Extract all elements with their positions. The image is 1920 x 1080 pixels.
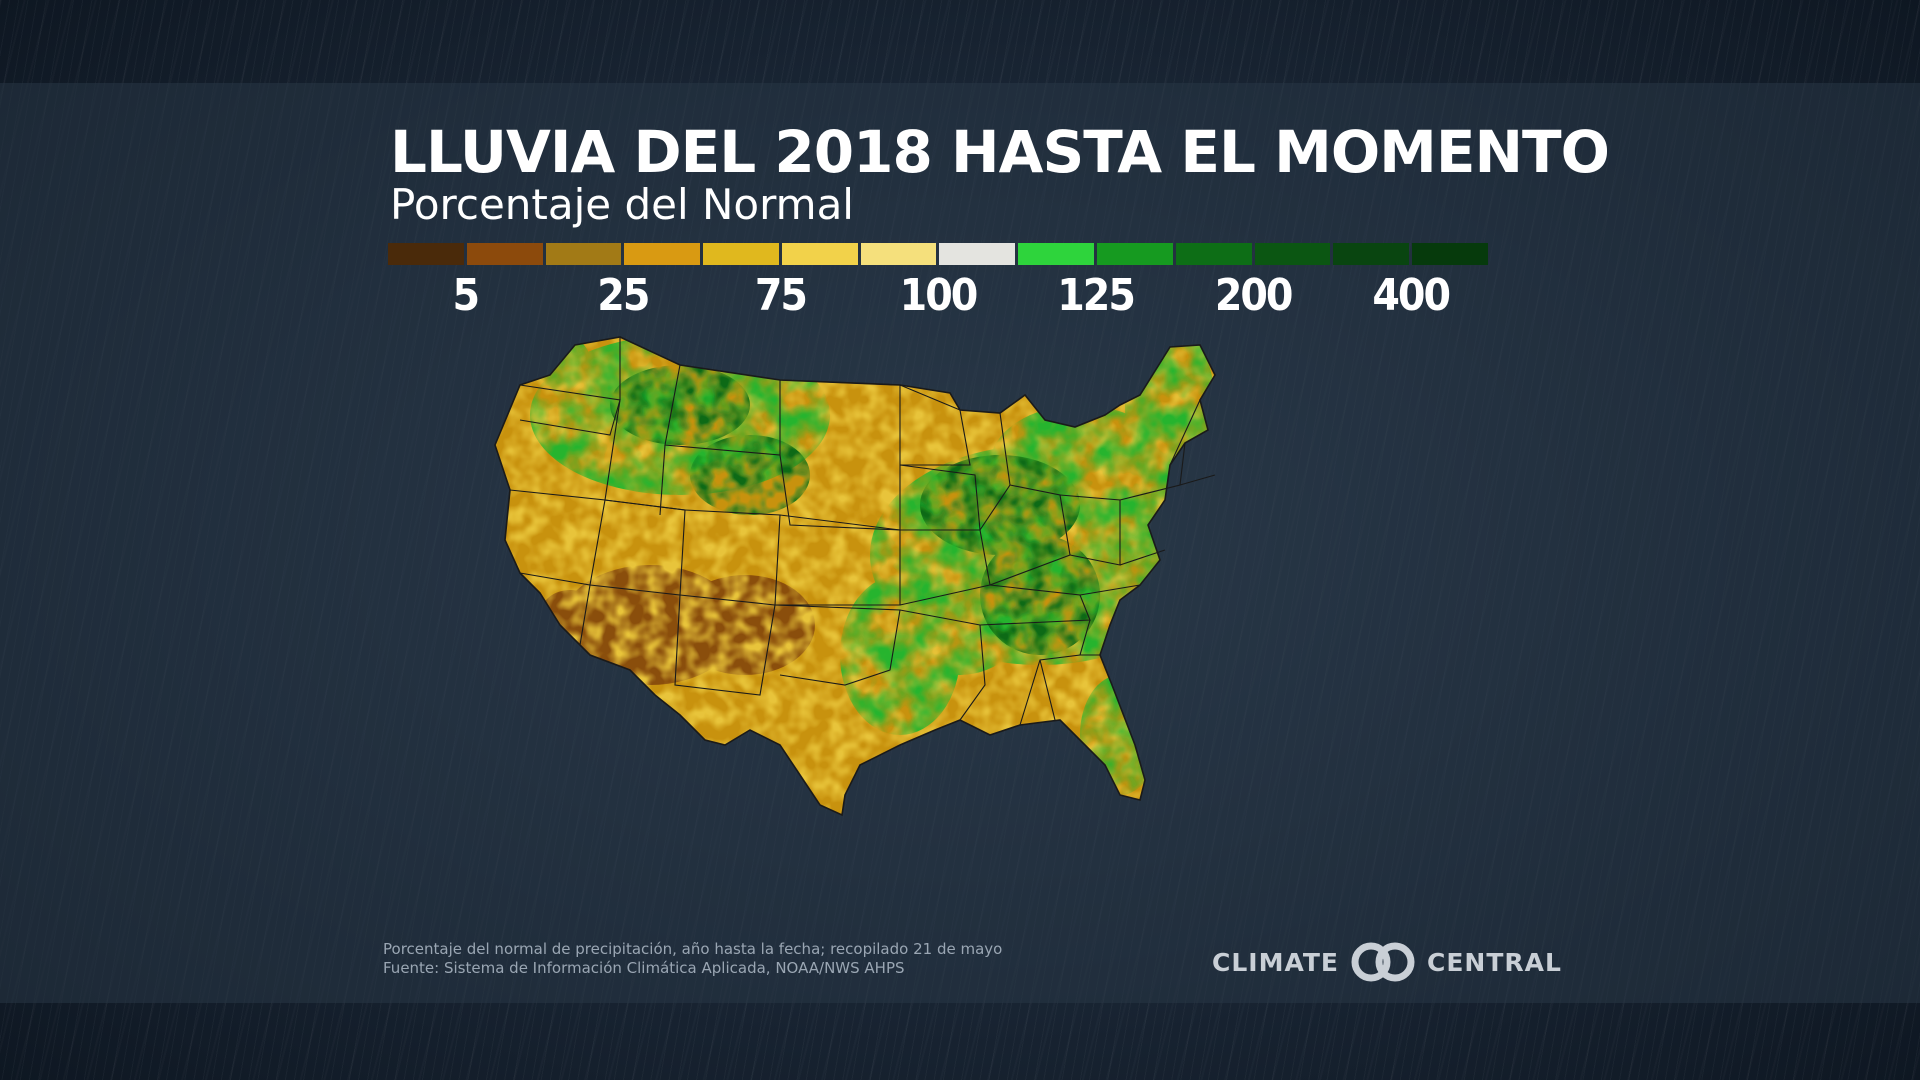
climate-central-logo: CLIMATE CENTRAL xyxy=(1212,942,1562,982)
logo-text-left: CLIMATE xyxy=(1212,947,1339,977)
map-subtitle: Porcentaje del Normal xyxy=(390,180,854,229)
logo-rings-icon xyxy=(1351,942,1415,982)
legend-swatch xyxy=(466,243,543,265)
legend-swatch xyxy=(388,243,464,265)
us-precipitation-map xyxy=(494,336,1216,817)
legend-swatch xyxy=(624,243,701,265)
legend-swatch xyxy=(1254,243,1331,265)
legend-swatch xyxy=(1412,243,1488,265)
legend-tick-label: 25 xyxy=(597,270,650,321)
legend-tick-label: 400 xyxy=(1372,270,1451,321)
footnote: Porcentaje del normal de precipitación, … xyxy=(383,940,1002,978)
legend-tick-labels: 5 25 75 100 125 200 400 xyxy=(388,270,1488,326)
legend-swatch xyxy=(1333,243,1410,265)
legend-swatch xyxy=(703,243,779,265)
map-title: LLUVIA DEL 2018 HASTA EL MOMENTO xyxy=(390,118,1610,186)
legend-swatch xyxy=(781,243,858,265)
legend-tick-label: 125 xyxy=(1057,270,1136,321)
footnote-description: Porcentaje del normal de precipitación, … xyxy=(383,940,1003,958)
legend-swatch xyxy=(545,243,622,265)
us-outline xyxy=(494,336,1216,817)
legend-swatch xyxy=(1175,243,1252,265)
legend-swatch xyxy=(860,243,937,265)
legend-swatch xyxy=(1018,243,1095,265)
state-borders xyxy=(509,337,1216,726)
legend-tick-label: 5 xyxy=(452,270,481,321)
legend-colorbar xyxy=(388,243,1488,265)
legend-tick-label: 200 xyxy=(1214,270,1294,321)
legend-swatch xyxy=(1097,243,1173,265)
logo-text-right: CENTRAL xyxy=(1427,947,1562,977)
legend-tick-label: 75 xyxy=(754,270,808,321)
legend-tick-label: 100 xyxy=(899,270,979,321)
footnote-source: Fuente: Sistema de Información Climática… xyxy=(383,959,905,977)
legend-swatch xyxy=(939,243,1016,265)
